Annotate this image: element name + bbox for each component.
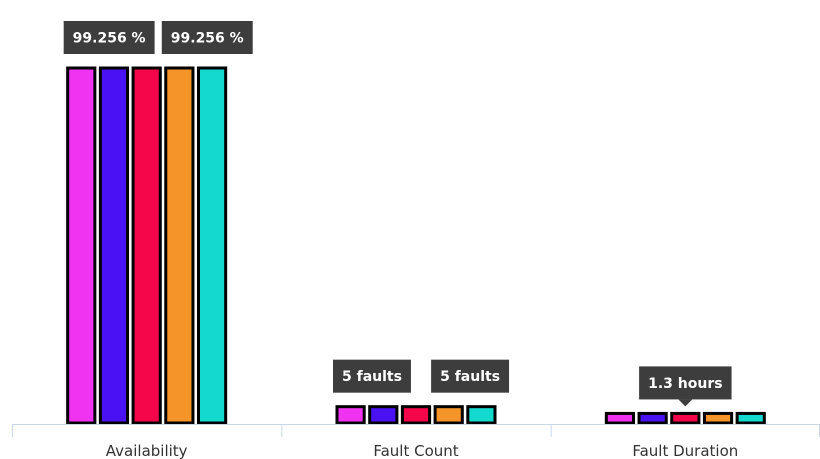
- bar-fault-count-1[interactable]: [335, 405, 366, 425]
- bar-availability-1[interactable]: [66, 66, 97, 425]
- bar-fault-duration-4[interactable]: [702, 411, 734, 425]
- data-label-tooltip: 99.256 %: [161, 21, 253, 54]
- x-tick-label: Fault Count: [373, 442, 458, 459]
- data-label-text: 1.3 hours: [648, 376, 722, 392]
- bar-fault-count-2[interactable]: [368, 405, 399, 425]
- data-label-text: 99.256 %: [73, 31, 146, 47]
- data-label-tooltip: 1.3 hours: [639, 366, 732, 407]
- x-tick-label: Availability: [106, 442, 188, 459]
- tooltip-layer: 99.256 % 99.256 % 5 faults 5 faults 1.3 hour…: [63, 21, 732, 407]
- tooltip-box: [431, 359, 510, 393]
- data-label-text: 99.256 %: [171, 31, 244, 47]
- data-label-tooltip: 99.256 %: [63, 21, 155, 54]
- bar-fault-duration-1[interactable]: [604, 411, 636, 425]
- bar-availability-5[interactable]: [196, 66, 228, 425]
- data-label-text: 5 faults: [342, 369, 402, 385]
- bar-fault-count-5[interactable]: [466, 405, 497, 425]
- bar-fault-duration-3[interactable]: [670, 411, 701, 425]
- data-label-tooltip: 5 faults: [431, 359, 510, 393]
- data-label-text: 5 faults: [440, 369, 500, 385]
- tooltip-box: [333, 359, 411, 393]
- bar-fault-count-4[interactable]: [433, 405, 464, 425]
- tooltip-box: [161, 21, 253, 54]
- bar-fault-count-3[interactable]: [400, 405, 432, 425]
- bar-availability-2[interactable]: [98, 66, 130, 425]
- tooltip-pointer: [678, 399, 693, 407]
- data-label-tooltip: 5 faults: [333, 359, 411, 393]
- x-axis: Availability Fault Count Fault Duration: [12, 424, 820, 459]
- tooltip-box: [639, 366, 732, 400]
- bars-layer: [66, 66, 766, 425]
- tooltip-box: [63, 21, 155, 54]
- bar-availability-4[interactable]: [164, 66, 195, 425]
- bar-availability-3[interactable]: [131, 66, 162, 425]
- x-tick-label: Fault Duration: [632, 442, 738, 459]
- bar-fault-duration-5[interactable]: [735, 411, 766, 425]
- bar-fault-duration-2[interactable]: [637, 411, 668, 425]
